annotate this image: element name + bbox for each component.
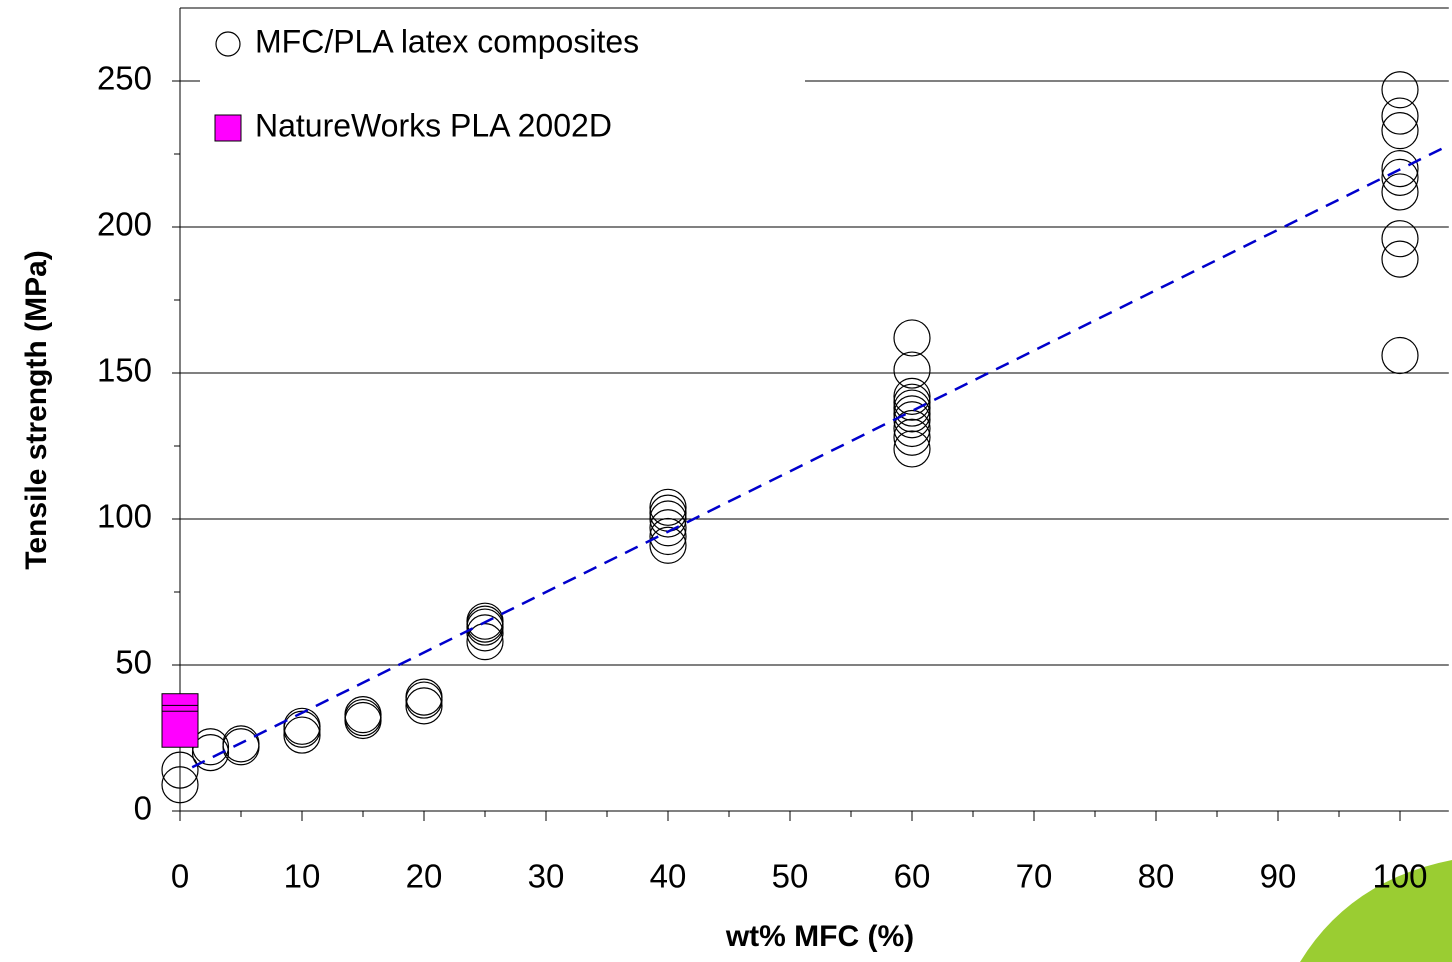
circle-marker bbox=[161, 751, 199, 789]
x-tick-label: 80 bbox=[1138, 858, 1175, 895]
circle-marker bbox=[191, 733, 230, 772]
trend-line bbox=[191, 144, 1450, 769]
circle-marker bbox=[405, 687, 443, 725]
y-tick-label: 0 bbox=[134, 790, 152, 827]
circle-marker bbox=[893, 351, 931, 389]
x-tick-label: 90 bbox=[1260, 858, 1297, 895]
legend-box bbox=[200, 12, 805, 162]
circle-marker bbox=[1381, 71, 1419, 109]
circle-marker bbox=[1381, 220, 1419, 258]
x-tick-label: 0 bbox=[171, 858, 189, 895]
circle-marker bbox=[344, 698, 382, 737]
legend-label: MFC/PLA latex composites bbox=[255, 23, 639, 59]
decoration bbox=[1300, 860, 1452, 962]
circle-marker bbox=[1381, 97, 1419, 135]
circle-marker bbox=[344, 696, 382, 734]
circle-marker bbox=[649, 488, 687, 526]
y-axis-title: Tensile strength (MPa) bbox=[20, 250, 53, 569]
circle-marker bbox=[1381, 240, 1419, 278]
circle-marker bbox=[649, 500, 687, 538]
circle-marker bbox=[283, 707, 321, 745]
circle-marker bbox=[1381, 112, 1419, 150]
x-tick-label: 70 bbox=[1016, 858, 1053, 895]
y-tick-label: 250 bbox=[97, 60, 152, 97]
x-axis-title: wt% MFC (%) bbox=[725, 920, 914, 953]
y-tick-label: 100 bbox=[97, 498, 152, 535]
circle-marker bbox=[893, 377, 931, 415]
circle-marker bbox=[893, 389, 931, 427]
circle-marker bbox=[649, 517, 687, 556]
x-tick-label: 20 bbox=[406, 858, 443, 895]
legend-marker bbox=[215, 31, 241, 57]
y-tick-label: 50 bbox=[115, 644, 152, 681]
circle-marker bbox=[466, 614, 504, 652]
circle-marker bbox=[893, 319, 931, 357]
circle-marker bbox=[893, 395, 931, 433]
x-tick-label: 50 bbox=[772, 858, 809, 895]
x-tick-label: 30 bbox=[528, 858, 565, 895]
circle-marker bbox=[1381, 150, 1419, 188]
circle-marker bbox=[161, 766, 199, 804]
circle-marker bbox=[649, 509, 687, 547]
circle-marker bbox=[222, 725, 260, 763]
circle-marker bbox=[893, 383, 931, 421]
legend-label: NatureWorks PLA 2002D bbox=[255, 107, 612, 143]
x-tick-label: 10 bbox=[284, 858, 321, 895]
circle-marker bbox=[1381, 173, 1419, 211]
circle-marker bbox=[283, 716, 321, 754]
circle-marker bbox=[893, 430, 931, 468]
circle-marker bbox=[466, 602, 504, 640]
circle-marker bbox=[893, 418, 931, 456]
x-tick-label: 60 bbox=[894, 858, 931, 895]
circle-marker bbox=[1381, 336, 1419, 375]
y-tick-label: 200 bbox=[97, 206, 152, 243]
legend-marker bbox=[214, 114, 242, 142]
circle-marker bbox=[649, 526, 687, 564]
circle-marker bbox=[893, 409, 931, 448]
x-tick-label: 40 bbox=[650, 858, 687, 895]
circle-marker bbox=[1381, 158, 1419, 196]
square-marker bbox=[161, 710, 199, 748]
y-tick-label: 150 bbox=[97, 352, 152, 389]
x-tick-label: 100 bbox=[1372, 858, 1427, 895]
circle-marker bbox=[405, 678, 443, 716]
